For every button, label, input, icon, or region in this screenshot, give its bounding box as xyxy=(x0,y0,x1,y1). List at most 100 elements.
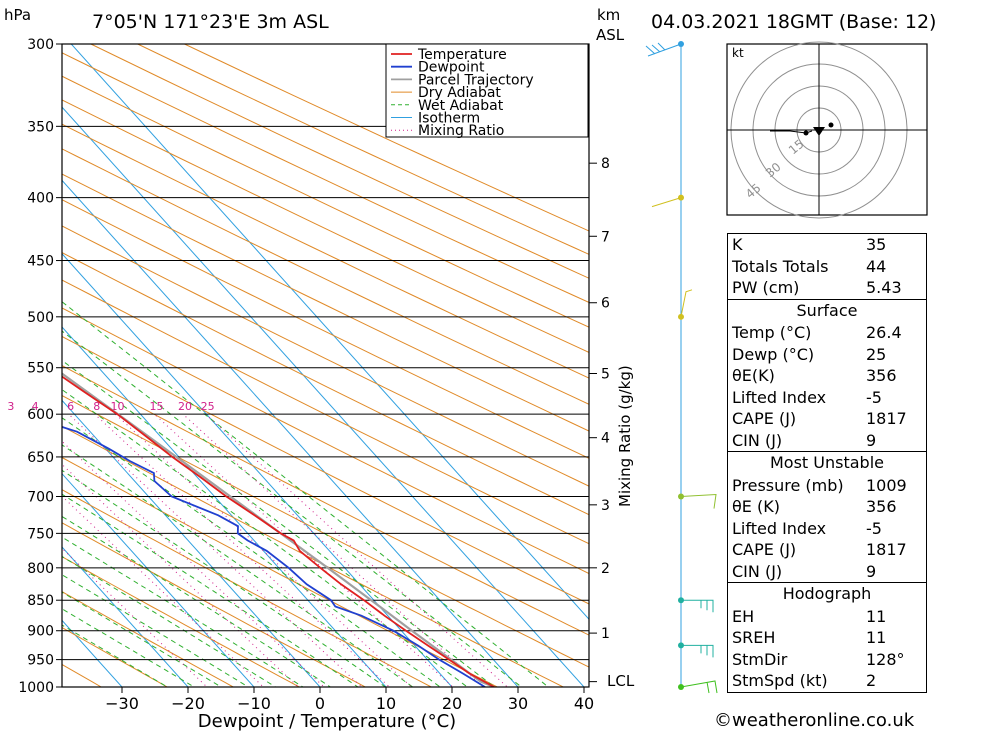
isotherm-line xyxy=(62,326,387,687)
wet-adiabat-line xyxy=(62,536,304,687)
dry-adiabat-line xyxy=(62,556,301,687)
index-row: θE (K) 356 xyxy=(732,497,897,517)
dry-adiabat-line xyxy=(89,44,589,279)
legend-item: Dry Adiabat xyxy=(418,85,501,101)
isotherm-line xyxy=(70,44,589,620)
height-km-ticks: 1 2 3 4 5 6 7 8 xyxy=(589,156,610,683)
dry-adiabat-line xyxy=(62,425,565,687)
index-row: PW (cm) 5.43 xyxy=(732,278,902,298)
dry-adiabat-line xyxy=(62,279,589,545)
index-row: StmDir 128° xyxy=(732,649,905,669)
height-km-label: 5 xyxy=(601,367,610,383)
dry-adiabat-line xyxy=(62,591,235,687)
height-unit-asl: ASL xyxy=(596,26,625,44)
height-km-label: 7 xyxy=(601,229,610,245)
dry-adiabat-line xyxy=(183,44,589,232)
legend-item: Temperature xyxy=(417,47,507,63)
temperature-tick-labels: −30 −20 −10 0 10 20 30 40 xyxy=(105,687,594,713)
legend-item: Isotherm xyxy=(418,111,480,127)
index-row: θE(K) 356 xyxy=(732,366,897,386)
mixing-ratio-axis-label: Mixing Ratio (g/kg) xyxy=(616,365,634,507)
index-row: Totals Totals 44 xyxy=(732,256,887,276)
dry-adiabat-line xyxy=(62,52,589,304)
pressure-tick-labels: 300 350 400 450 500 550 600 650 700 750 800 850 900 9… xyxy=(18,37,62,696)
isotherm-line xyxy=(62,179,519,687)
plot-frame xyxy=(61,43,590,688)
wind-barb xyxy=(651,197,682,208)
mixing-ratio-line xyxy=(62,440,325,687)
hodograph-panel: kt 15 30 45 xyxy=(726,41,928,219)
mixing-ratio-line xyxy=(115,413,413,687)
temperature-tick-label: 40 xyxy=(574,694,594,713)
mixing-ratio-label: 25 xyxy=(201,400,215,413)
legend-item: Dewpoint xyxy=(418,60,485,76)
isotherm-line xyxy=(62,472,255,687)
pressure-tick-label: 350 xyxy=(27,119,54,135)
dry-adiabat-line xyxy=(62,173,589,432)
dry-adiabat-line xyxy=(62,626,169,687)
pressure-tick-label: 400 xyxy=(27,191,54,207)
pressure-tick-label: 450 xyxy=(27,254,54,270)
copyright-link[interactable]: ©weatheronline.co.uk xyxy=(714,710,915,731)
index-row: StmSpd (kt) 2 xyxy=(732,671,877,691)
height-km-label: 6 xyxy=(601,296,610,312)
height-km-label: 3 xyxy=(601,498,610,514)
wind-barbs xyxy=(645,41,718,694)
wet-adiabat-line xyxy=(62,330,523,687)
pressure-unit-label: hPa xyxy=(4,6,32,24)
index-row: SREH 11 xyxy=(732,628,887,648)
temperature-tick-label: 30 xyxy=(508,694,528,713)
height-km-label: 4 xyxy=(601,431,610,447)
pressure-tick-label: 500 xyxy=(27,310,54,326)
wet-adiabat-line xyxy=(62,301,550,687)
station-location: 7°05'N 171°23'E 3m ASL xyxy=(92,11,329,33)
dry-adiabat-line xyxy=(62,307,589,575)
dry-adiabat-line xyxy=(62,199,589,459)
indices-table: K 35 Totals Totals 44 PW (cm) 5.43 Surface … xyxy=(727,233,927,693)
pressure-tick-label: 850 xyxy=(27,593,54,609)
legend-item: Wet Adiabat xyxy=(418,98,504,114)
temperature-line xyxy=(62,375,495,687)
valid-time: 04.03.2021 18GMT (Base: 12) xyxy=(651,11,937,33)
grid-lines xyxy=(0,7,589,713)
lcl-label: LCL xyxy=(607,672,635,690)
height-km-label: 8 xyxy=(601,156,610,172)
wind-barb xyxy=(680,493,717,509)
temperature-tick-label: −10 xyxy=(237,694,271,713)
surface-title: Surface xyxy=(796,300,858,320)
isotherm-line xyxy=(62,619,123,687)
index-row: Dewp (°C) 25 xyxy=(732,344,887,364)
mixing-ratio-label: 15 xyxy=(149,400,163,413)
isotherm-line xyxy=(0,7,14,713)
pressure-tick-label: 750 xyxy=(27,526,54,542)
most-unstable-title: Most Unstable xyxy=(770,453,884,473)
dry-adiabat-line xyxy=(62,123,589,379)
dry-adiabat-line xyxy=(62,365,589,636)
temperature-tick-label: 10 xyxy=(376,694,396,713)
dry-adiabat-line xyxy=(62,99,589,353)
dry-adiabat-line xyxy=(136,44,589,255)
index-row: CIN (J) 9 xyxy=(732,431,877,451)
parcel-trajectory-line xyxy=(62,372,495,687)
mixing-ratio-label: 4 xyxy=(32,400,39,413)
series-lines xyxy=(62,372,495,687)
index-row: CAPE (J) 1817 xyxy=(732,409,907,429)
hodograph-unit: kt xyxy=(732,46,744,60)
index-row: K 35 xyxy=(732,235,887,255)
wet-adiabat-line xyxy=(62,469,387,687)
mixing-ratio-label: 20 xyxy=(178,400,192,413)
isotherm-line xyxy=(62,399,321,687)
pressure-tick-label: 550 xyxy=(27,361,54,377)
pressure-tick-label: 900 xyxy=(27,624,54,640)
index-row: Pressure (mb) 1009 xyxy=(732,475,907,495)
wet-adiabat-line xyxy=(62,493,359,687)
wet-adiabat-line xyxy=(62,555,277,687)
index-row: CAPE (J) 1817 xyxy=(732,540,907,560)
wind-barb xyxy=(680,680,718,694)
wind-barb xyxy=(680,289,693,317)
pressure-tick-label: 950 xyxy=(27,653,54,669)
dry-adiabat-line xyxy=(62,75,589,328)
temperature-tick-label: 20 xyxy=(442,694,462,713)
